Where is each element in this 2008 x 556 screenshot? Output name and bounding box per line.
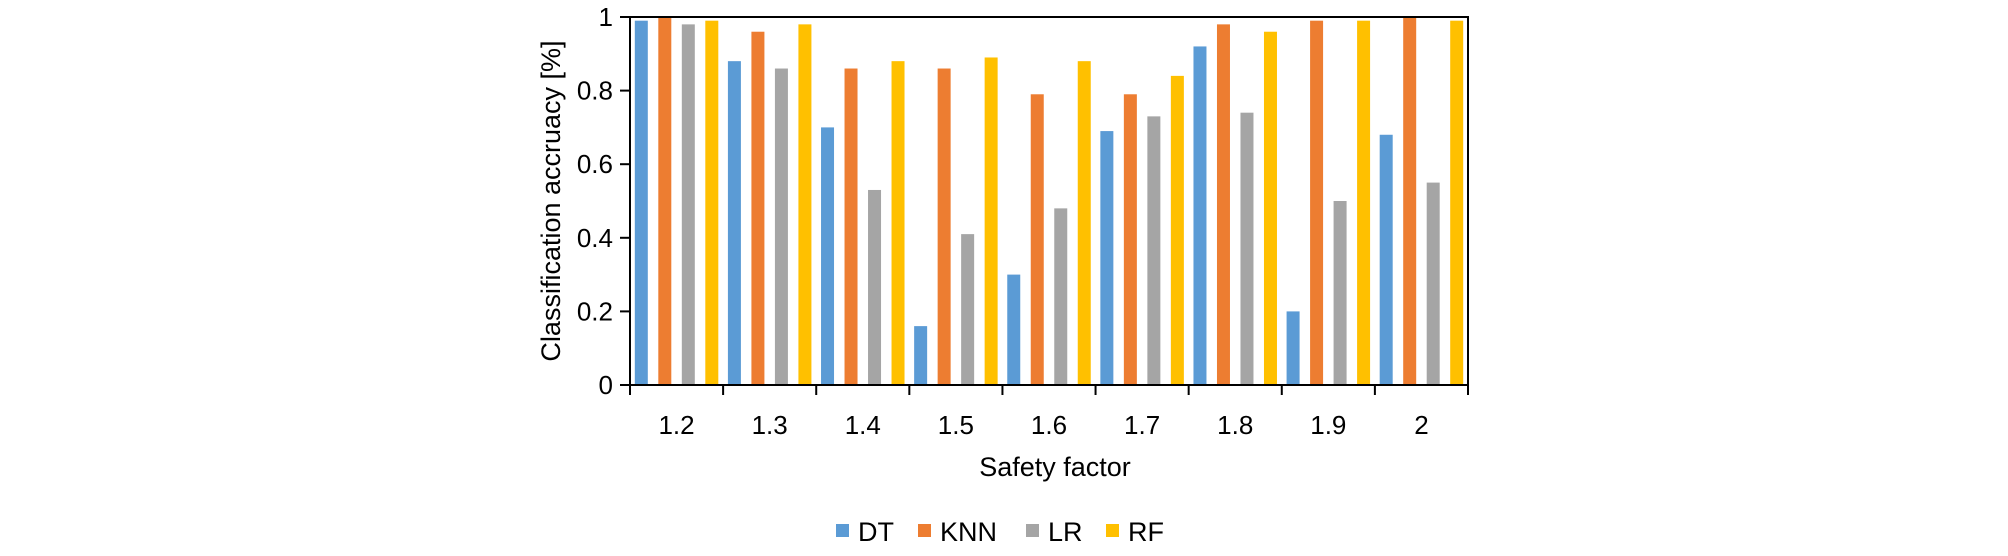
bar-rf-1-4 xyxy=(891,61,905,385)
legend-swatch-rf xyxy=(1106,524,1119,537)
bar-knn-1-8 xyxy=(1216,24,1230,386)
y-tick-label: 0.4 xyxy=(577,223,613,253)
y-axis-title: Classification accruacy [%] xyxy=(536,40,566,361)
bar-dt-1-4 xyxy=(821,127,835,386)
y-tick-label: 1 xyxy=(599,2,613,32)
bar-dt-1-8 xyxy=(1193,46,1207,385)
y-axis-ticks: 0 0.2 0.4 0.6 0.8 1 xyxy=(577,2,630,400)
bar-rf-1-5 xyxy=(984,57,998,385)
legend-swatch-dt xyxy=(836,524,849,537)
bar-lr-1-8 xyxy=(1240,112,1254,386)
plot-area-frame xyxy=(629,16,1469,386)
bar-knn-1-7 xyxy=(1123,94,1137,385)
bars-group xyxy=(634,17,1464,386)
bar-rf-1-9 xyxy=(1357,20,1371,386)
x-tick-label: 1.3 xyxy=(752,410,788,440)
bar-knn-1-5 xyxy=(937,68,951,386)
x-tick-label: 1.5 xyxy=(938,410,974,440)
bar-dt-1-7 xyxy=(1100,131,1114,385)
x-tick-label: 1.2 xyxy=(658,410,694,440)
x-axis-title: Safety factor xyxy=(979,452,1131,482)
x-tick-label: 1.9 xyxy=(1310,410,1346,440)
bar-rf-1-8 xyxy=(1263,31,1277,385)
legend-label-rf: RF xyxy=(1128,517,1164,547)
bar-dt-1-6 xyxy=(1007,274,1021,385)
y-tick-label: 0.6 xyxy=(577,149,613,179)
x-tick-label: 1.6 xyxy=(1031,410,1067,440)
bar-knn-1-6 xyxy=(1030,94,1044,385)
bar-lr-1-6 xyxy=(1054,208,1068,385)
bar-lr-1-7 xyxy=(1147,116,1161,386)
bar-knn-1-2 xyxy=(658,17,672,385)
y-tick-label: 0.8 xyxy=(577,76,613,106)
bar-dt-2 xyxy=(1379,134,1393,385)
bar-lr-1-2 xyxy=(681,24,695,386)
y-tick-label: 0.2 xyxy=(577,296,613,326)
bar-dt-1-3 xyxy=(727,61,741,385)
x-tick-label: 2 xyxy=(1414,410,1428,440)
bar-rf-1-6 xyxy=(1077,61,1091,385)
legend-label-knn: KNN xyxy=(940,517,997,547)
x-tick-label: 1.7 xyxy=(1124,410,1160,440)
y-tick-label: 0 xyxy=(599,370,613,400)
bar-dt-1-5 xyxy=(914,326,928,385)
bar-rf-1-3 xyxy=(798,24,812,386)
legend-swatch-knn xyxy=(918,524,931,537)
x-axis-ticks: 1.2 1.3 1.4 1.5 1.6 1.7 1.8 1.9 2 xyxy=(629,385,1469,440)
bar-dt-1-9 xyxy=(1286,311,1300,385)
legend-swatch-lr xyxy=(1026,524,1039,537)
bar-knn-1-3 xyxy=(751,31,765,385)
bar-dt-1-2 xyxy=(634,20,648,386)
bar-lr-1-4 xyxy=(868,189,882,385)
x-tick-label: 1.4 xyxy=(845,410,881,440)
x-tick-label: 1.8 xyxy=(1217,410,1253,440)
bar-lr-1-5 xyxy=(961,234,975,385)
bar-rf-2 xyxy=(1450,20,1464,386)
bar-knn-1-4 xyxy=(844,68,858,386)
legend-label-lr: LR xyxy=(1048,517,1083,547)
bar-rf-1-7 xyxy=(1170,75,1184,385)
bar-rf-1-2 xyxy=(705,20,719,386)
bar-lr-1-9 xyxy=(1333,201,1347,385)
legend-label-dt: DT xyxy=(858,517,894,547)
legend: DT KNN LR RF xyxy=(836,517,1164,547)
bar-knn-1-9 xyxy=(1310,20,1324,386)
bar-lr-2 xyxy=(1426,182,1440,385)
bar-knn-2 xyxy=(1403,17,1417,385)
bar-lr-1-3 xyxy=(774,68,788,386)
